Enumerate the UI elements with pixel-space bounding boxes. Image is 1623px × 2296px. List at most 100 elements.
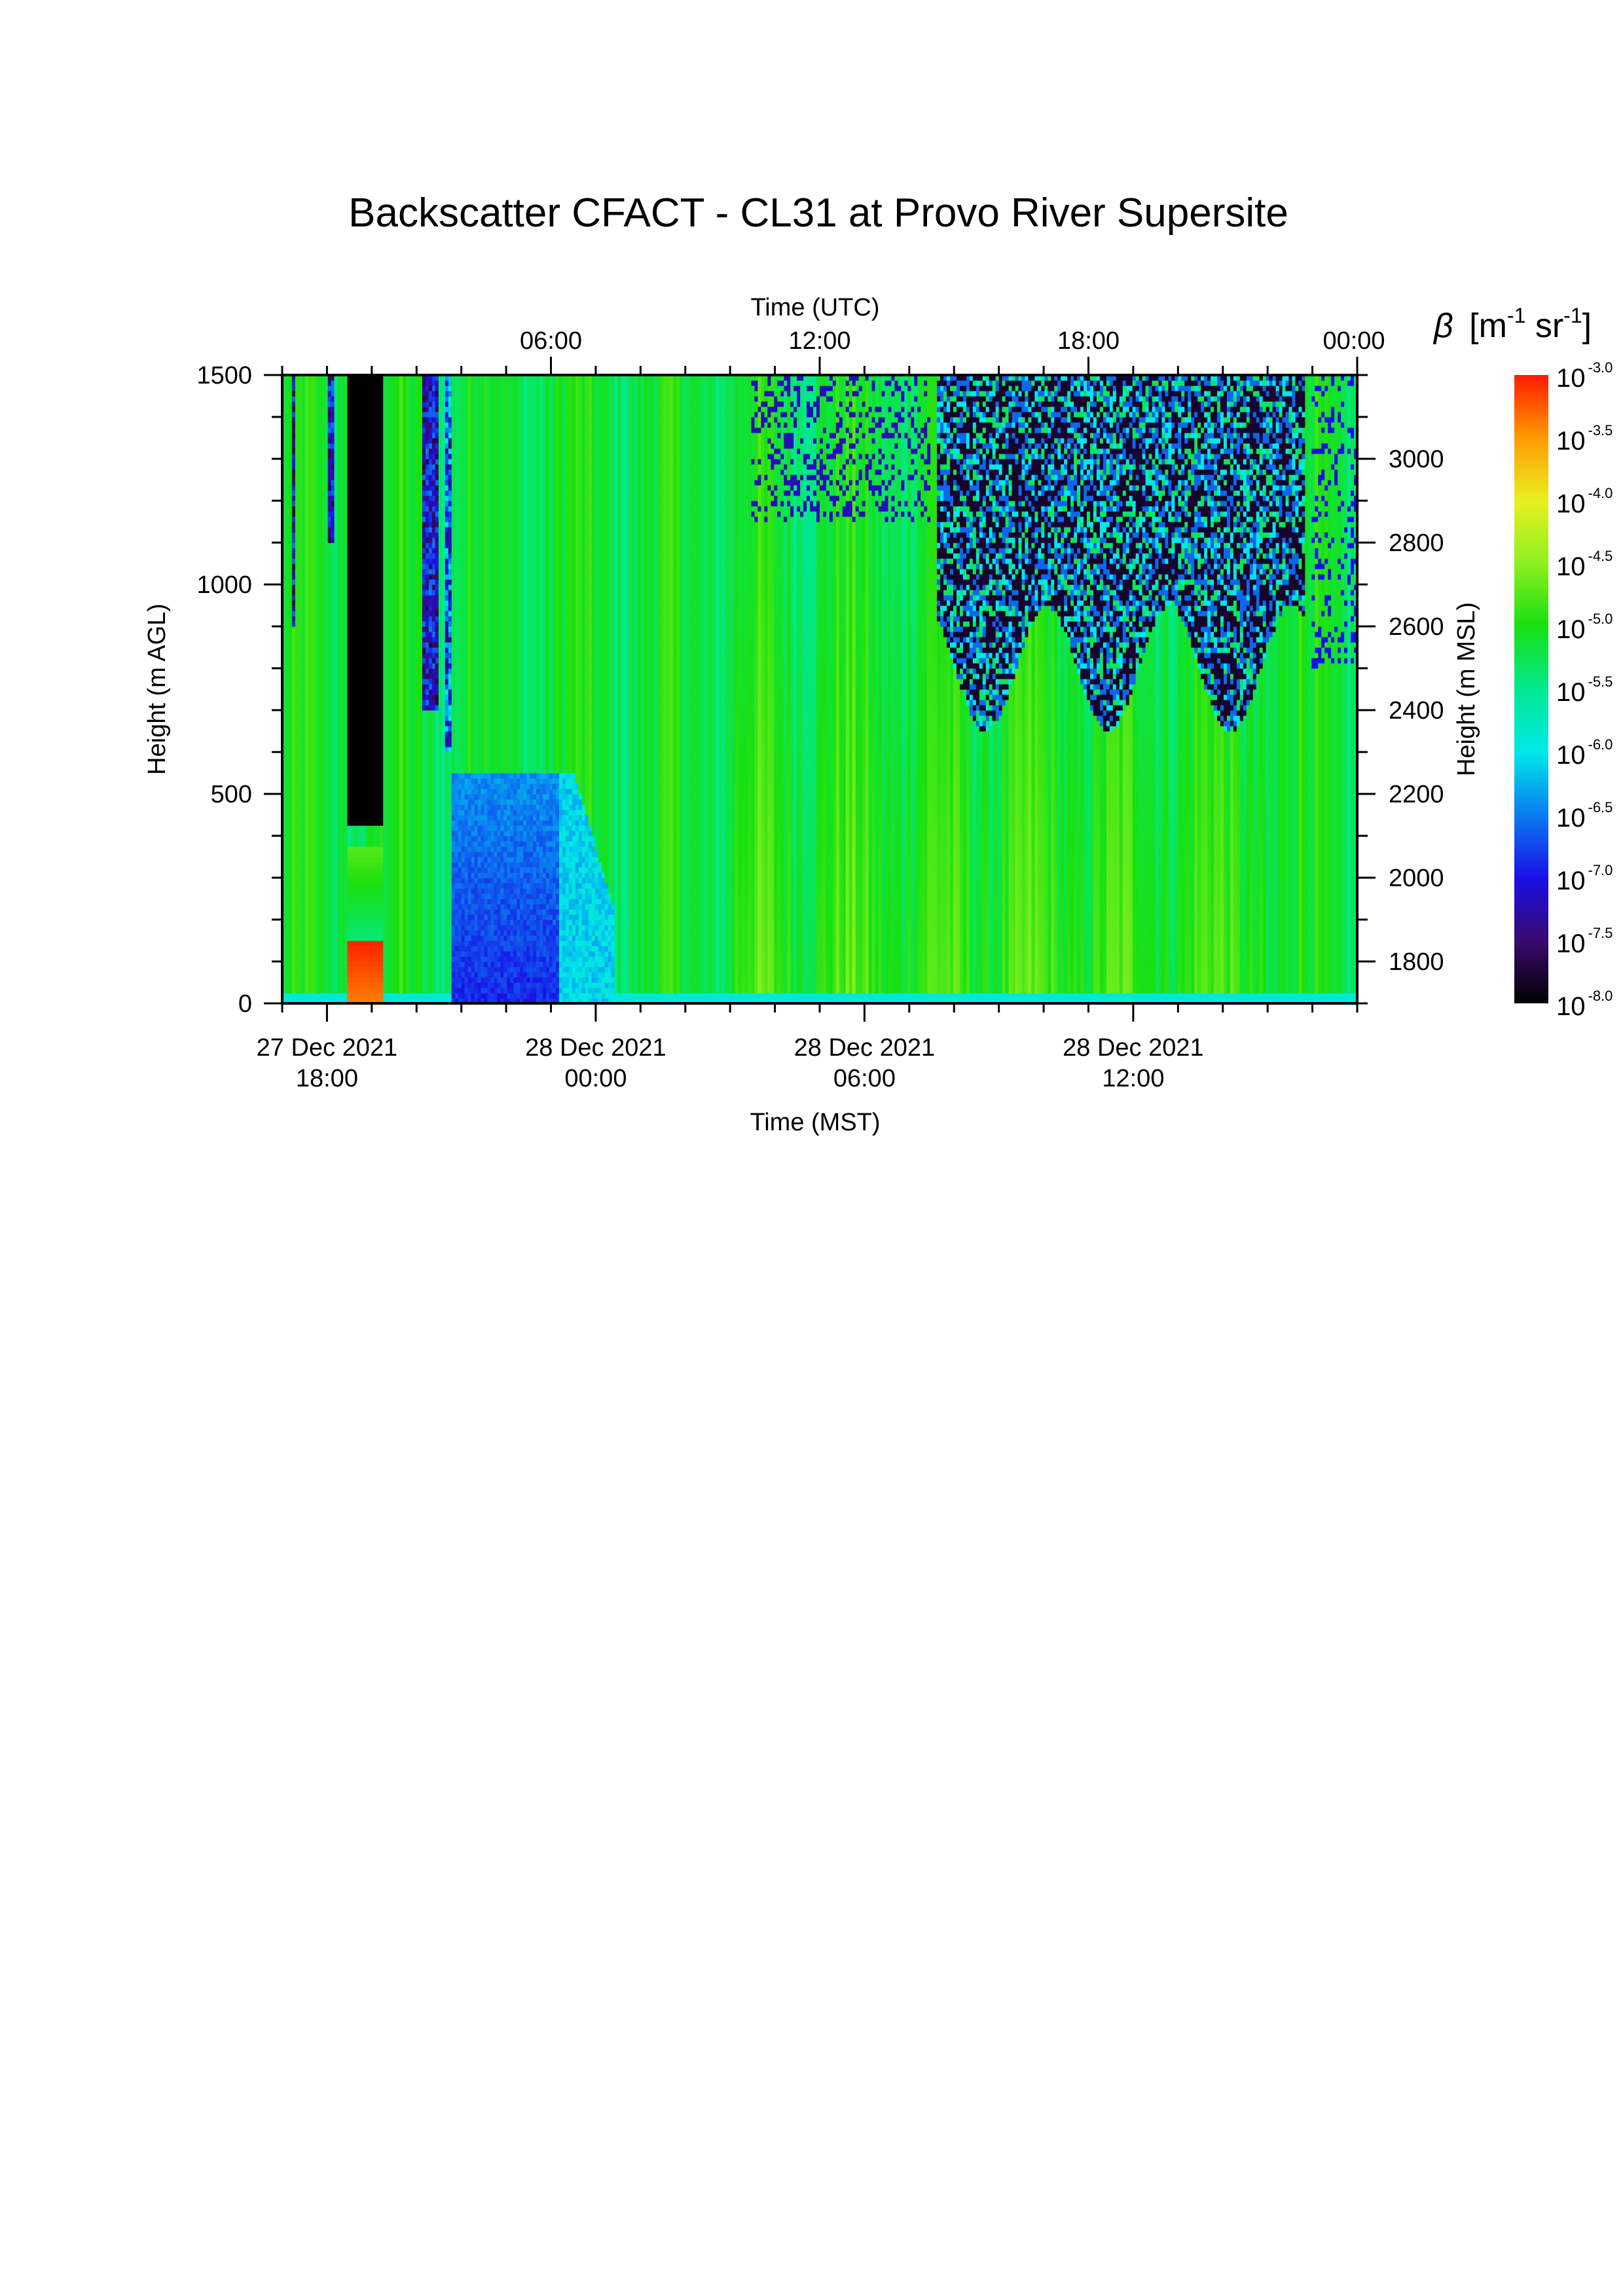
heatmap-cell: [292, 485, 296, 491]
heatmap-cell: [360, 857, 364, 863]
heatmap-cell: [285, 564, 289, 569]
heatmap-cell: [312, 836, 316, 842]
heatmap-cell: [325, 527, 329, 533]
heatmap-cell: [341, 731, 345, 737]
heatmap-cell: [350, 825, 354, 831]
heatmap-cell: [318, 904, 322, 910]
heatmap-cell: [295, 825, 299, 831]
heatmap-cell: [357, 417, 361, 423]
heatmap-cell: [328, 558, 332, 564]
heatmap-cell: [348, 673, 352, 679]
heatmap-cell: [302, 548, 306, 554]
heatmap-cell: [302, 846, 306, 852]
heatmap-cell: [354, 537, 357, 543]
heatmap-cell: [367, 872, 371, 878]
heatmap-cell: [292, 935, 296, 941]
heatmap-cell: [318, 543, 322, 548]
heatmap-cell: [335, 841, 338, 847]
heatmap-cell: [325, 532, 329, 538]
heatmap-cell: [312, 380, 316, 386]
heatmap-cell: [350, 527, 354, 533]
heatmap-cell: [338, 820, 342, 826]
heatmap-cell: [312, 469, 316, 475]
heatmap-cell: [325, 673, 329, 679]
heatmap-cell: [308, 490, 312, 496]
heatmap-cell: [354, 988, 357, 994]
heatmap-cell: [331, 590, 335, 596]
heatmap-cell: [354, 736, 357, 742]
heatmap-cell: [289, 982, 293, 988]
heatmap-cell: [367, 396, 371, 402]
heatmap-cell: [335, 406, 338, 412]
heatmap-cell: [344, 632, 348, 637]
heatmap-cell: [341, 417, 345, 423]
heatmap-cell: [312, 841, 316, 847]
heatmap-cell: [363, 584, 367, 590]
heatmap-cell: [331, 653, 335, 658]
heatmap-cell: [350, 495, 354, 501]
heatmap-cell: [350, 611, 354, 617]
heatmap-cell: [331, 569, 335, 575]
heatmap-cell: [344, 522, 348, 528]
heatmap-cell: [328, 967, 332, 973]
heatmap-cell: [308, 872, 312, 878]
heatmap-cell: [318, 626, 322, 632]
heatmap-cell: [302, 857, 306, 863]
heatmap-cell: [373, 736, 377, 742]
heatmap-cell: [363, 982, 367, 988]
heatmap-cell: [376, 904, 380, 910]
heatmap-cell: [370, 668, 374, 674]
heatmap-cell: [350, 930, 354, 936]
heatmap-cell: [360, 930, 364, 936]
heatmap-cell: [289, 569, 293, 575]
heatmap-cell: [325, 710, 329, 716]
heatmap-cell: [341, 495, 345, 501]
heatmap-cell: [318, 762, 322, 768]
heatmap-cell: [354, 783, 357, 789]
heatmap-cell: [360, 506, 364, 512]
heatmap-cell: [370, 658, 374, 664]
heatmap-cell: [285, 616, 289, 622]
heatmap-cell: [292, 961, 296, 967]
heatmap-cell: [331, 721, 335, 726]
heatmap-cell: [341, 815, 345, 821]
heatmap-cell: [357, 909, 361, 915]
heatmap-cell: [341, 961, 345, 967]
heatmap-cell: [348, 930, 352, 936]
heatmap-cell: [363, 679, 367, 685]
heatmap-cell: [373, 522, 377, 528]
heatmap-cell: [295, 537, 299, 543]
heatmap-cell: [338, 475, 342, 480]
heatmap-cell: [373, 396, 377, 402]
heatmap-cell: [350, 653, 354, 658]
heatmap-cell: [292, 558, 296, 564]
heatmap-cell: [376, 448, 380, 454]
heatmap-cell: [370, 527, 374, 533]
heatmap-cell: [376, 673, 380, 679]
heatmap-cell: [292, 684, 296, 690]
heatmap-cell: [302, 558, 306, 564]
heatmap-cell: [292, 459, 296, 465]
heatmap-cell: [357, 579, 361, 585]
heatmap-cell: [354, 448, 357, 454]
heatmap-cell: [285, 574, 289, 580]
heatmap-cell: [357, 558, 361, 564]
heatmap-cell: [360, 689, 364, 695]
heatmap-cell: [321, 920, 325, 925]
heatmap-cell: [299, 417, 302, 423]
heatmap-cell: [338, 658, 342, 664]
heatmap-cell: [370, 736, 374, 742]
heatmap-cell: [335, 506, 338, 512]
heatmap-cell: [367, 459, 371, 465]
heatmap-cell: [289, 391, 293, 397]
heatmap-cell: [321, 626, 325, 632]
heatmap-cell: [285, 595, 289, 601]
heatmap-cell: [357, 422, 361, 428]
heatmap-cell: [312, 700, 316, 706]
heatmap-cell: [338, 831, 342, 836]
heatmap-cell: [360, 527, 364, 533]
heatmap-cell: [376, 412, 380, 418]
heatmap-cell: [331, 778, 335, 784]
heatmap-cell: [357, 626, 361, 632]
heatmap-cell: [328, 511, 332, 517]
